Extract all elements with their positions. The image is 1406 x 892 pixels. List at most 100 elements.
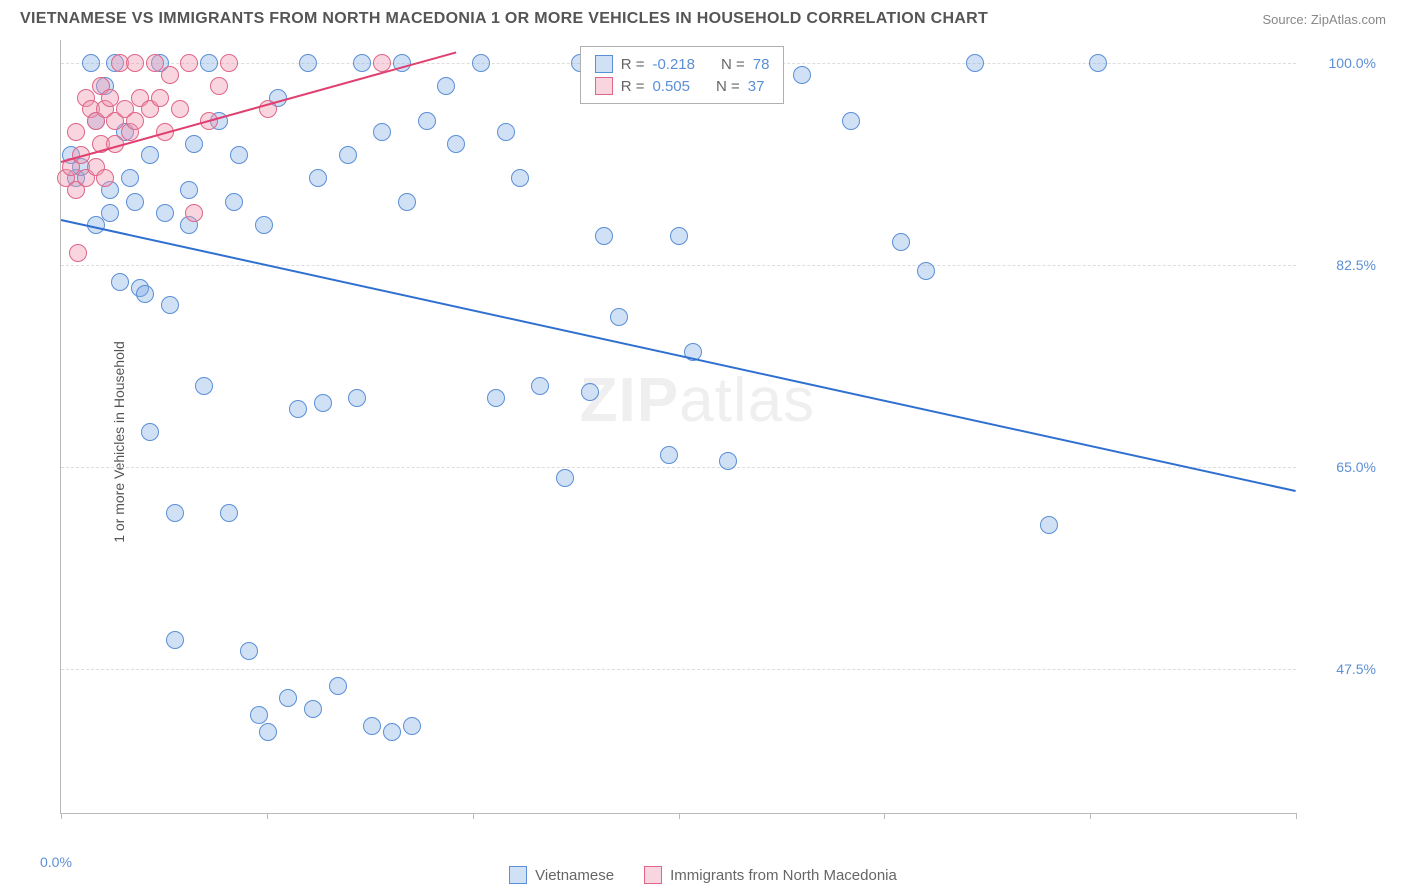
data-point	[156, 204, 174, 222]
data-point	[151, 89, 169, 107]
data-point	[171, 100, 189, 118]
legend-swatch-series2	[644, 866, 662, 884]
n-value: 78	[753, 56, 770, 73]
gridline-h	[61, 669, 1296, 670]
data-point	[96, 169, 114, 187]
data-point	[166, 631, 184, 649]
y-tick-label: 47.5%	[1336, 661, 1376, 677]
data-point	[531, 377, 549, 395]
watermark-thin: atlas	[679, 366, 815, 435]
data-point	[220, 504, 238, 522]
data-point	[230, 146, 248, 164]
data-point	[279, 689, 297, 707]
data-point	[595, 227, 613, 245]
data-point	[437, 77, 455, 95]
data-point	[314, 394, 332, 412]
n-value: 37	[748, 78, 765, 95]
data-point	[556, 469, 574, 487]
legend-swatch-series1	[509, 866, 527, 884]
x-tick	[61, 813, 62, 819]
data-point	[793, 66, 811, 84]
data-point	[121, 169, 139, 187]
data-point	[195, 377, 213, 395]
data-point	[719, 452, 737, 470]
data-point	[180, 181, 198, 199]
data-point	[418, 112, 436, 130]
data-point	[447, 135, 465, 153]
legend-item-series2: Immigrants from North Macedonia	[644, 866, 897, 884]
y-tick-label: 65.0%	[1336, 459, 1376, 475]
data-point	[329, 677, 347, 695]
legend-item-series1: Vietnamese	[509, 866, 614, 884]
chart-area: 1 or more Vehicles in Household ZIPatlas…	[50, 40, 1386, 844]
chart-title: VIETNAMESE VS IMMIGRANTS FROM NORTH MACE…	[20, 10, 988, 28]
r-label: R =	[621, 56, 645, 73]
legend-swatch	[595, 77, 613, 95]
bottom-legend: Vietnamese Immigrants from North Macedon…	[0, 866, 1406, 884]
x-tick	[1090, 813, 1091, 819]
data-point	[255, 216, 273, 234]
data-point	[581, 383, 599, 401]
data-point	[126, 112, 144, 130]
data-point	[309, 169, 327, 187]
data-point	[403, 717, 421, 735]
data-point	[383, 723, 401, 741]
data-point	[82, 54, 100, 72]
data-point	[339, 146, 357, 164]
n-label: N =	[716, 78, 740, 95]
data-point	[200, 54, 218, 72]
gridline-h	[61, 265, 1296, 266]
data-point	[250, 706, 268, 724]
data-point	[398, 193, 416, 211]
legend-label-series1: Vietnamese	[535, 867, 614, 884]
correlation-legend-row: R =0.505N =37	[595, 75, 770, 97]
data-point	[842, 112, 860, 130]
data-point	[660, 446, 678, 464]
y-tick-label: 82.5%	[1336, 257, 1376, 273]
plot-region: ZIPatlas 47.5%65.0%82.5%100.0%R =-0.218N…	[60, 40, 1296, 814]
data-point	[161, 66, 179, 84]
data-point	[126, 193, 144, 211]
n-label: N =	[721, 56, 745, 73]
data-point	[917, 262, 935, 280]
data-point	[136, 285, 154, 303]
data-point	[966, 54, 984, 72]
r-value: -0.218	[652, 56, 695, 73]
correlation-legend-row: R = -0.218 N = 78	[595, 53, 770, 75]
watermark-bold: ZIP	[580, 366, 679, 435]
legend-swatch	[595, 55, 613, 73]
data-point	[225, 193, 243, 211]
data-point	[111, 273, 129, 291]
data-point	[363, 717, 381, 735]
data-point	[304, 700, 322, 718]
x-tick	[267, 813, 268, 819]
chart-header: VIETNAMESE VS IMMIGRANTS FROM NORTH MACE…	[0, 0, 1406, 34]
data-point	[141, 423, 159, 441]
x-tick	[884, 813, 885, 819]
data-point	[67, 123, 85, 141]
x-tick	[679, 813, 680, 819]
data-point	[259, 723, 277, 741]
data-point	[69, 244, 87, 262]
data-point	[348, 389, 366, 407]
data-point	[487, 389, 505, 407]
data-point	[353, 54, 371, 72]
data-point	[1040, 516, 1058, 534]
data-point	[670, 227, 688, 245]
data-point	[289, 400, 307, 418]
r-value: 0.505	[652, 78, 690, 95]
gridline-h	[61, 467, 1296, 468]
data-point	[497, 123, 515, 141]
data-point	[472, 54, 490, 72]
legend-label-series2: Immigrants from North Macedonia	[670, 867, 897, 884]
data-point	[1089, 54, 1107, 72]
data-point	[180, 54, 198, 72]
data-point	[220, 54, 238, 72]
watermark: ZIPatlas	[580, 365, 815, 436]
data-point	[299, 54, 317, 72]
data-point	[166, 504, 184, 522]
data-point	[141, 146, 159, 164]
data-point	[210, 77, 228, 95]
data-point	[161, 296, 179, 314]
data-point	[101, 204, 119, 222]
